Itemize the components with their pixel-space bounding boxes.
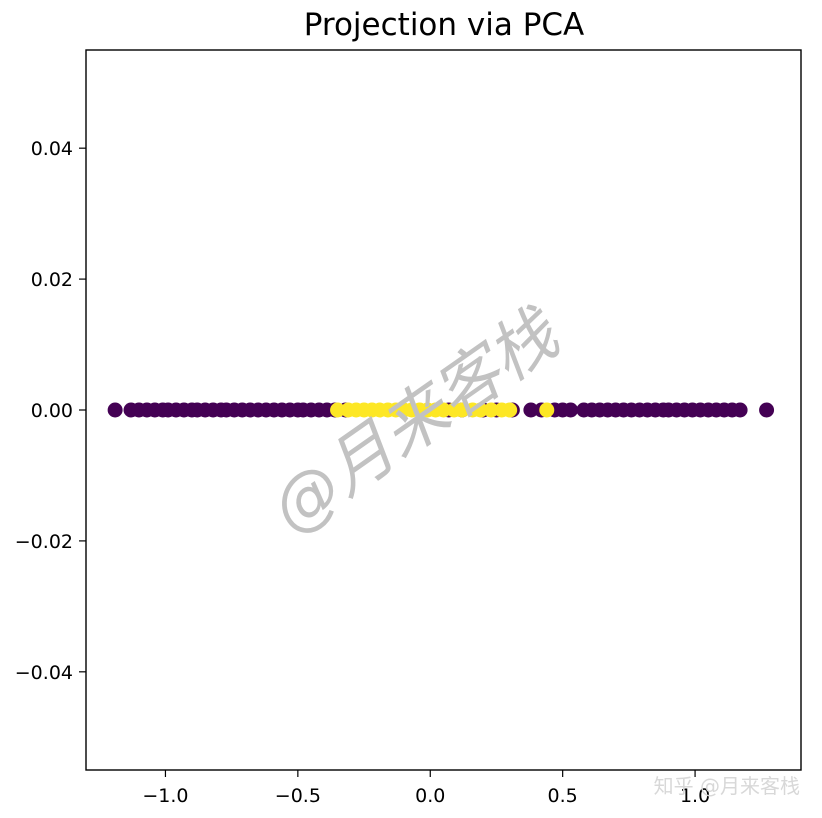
data-point xyxy=(502,402,518,418)
x-tick-label: 1.0 xyxy=(680,785,710,807)
watermark-corner-text: 知乎 @月来客栈 xyxy=(654,774,800,798)
x-tick-label: −0.5 xyxy=(275,785,321,807)
y-tick-label: 0.02 xyxy=(31,269,73,291)
plot-area: −1.0 −0.5 0.0 0.5 1.0 0.04 0.02 0.00 −0.02 −0.04 xyxy=(15,49,802,807)
data-point xyxy=(330,402,346,418)
y-tick-label: 0.04 xyxy=(31,138,73,160)
data-point xyxy=(759,402,775,418)
x-tick-label: 0.0 xyxy=(415,785,445,807)
data-point xyxy=(107,402,123,418)
data-point xyxy=(454,402,470,418)
data-point xyxy=(483,402,499,418)
data-point xyxy=(436,402,451,418)
data-point xyxy=(473,402,489,418)
x-tick-label: −1.0 xyxy=(142,785,188,807)
chart-title: Projection via PCA xyxy=(304,7,585,43)
data-point xyxy=(563,402,579,418)
watermark: @月来客栈 知乎 @月来客栈 xyxy=(257,293,800,798)
y-tick-label: 0.00 xyxy=(31,400,73,422)
watermark-main-text: @月来客栈 xyxy=(257,293,575,548)
y-tick-label: −0.02 xyxy=(15,531,73,553)
data-point xyxy=(732,402,748,418)
x-tick-label: 0.5 xyxy=(548,785,578,807)
data-point xyxy=(539,402,555,418)
data-point xyxy=(523,402,539,418)
y-tick-label: −0.04 xyxy=(15,662,73,684)
